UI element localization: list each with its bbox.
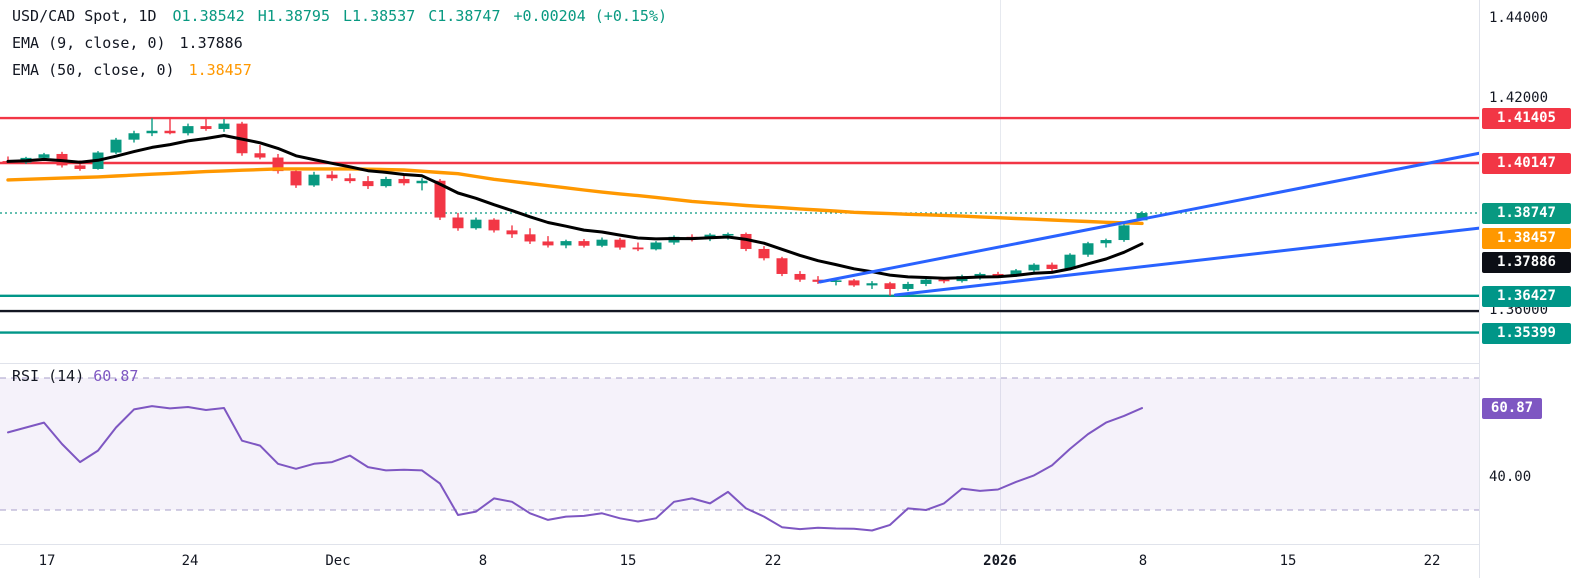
price-tick-142: 1.42000 — [1489, 90, 1549, 106]
legend-high-value: H1.38795 — [257, 7, 330, 25]
time-label: 22 — [764, 553, 782, 569]
rsi-value: 60.87 — [93, 367, 139, 385]
legend-change-value: +0.00204 (+0.15%) — [513, 7, 668, 25]
ema9-value: 1.37886 — [179, 34, 243, 52]
time-label: 8 — [1138, 553, 1148, 569]
symbol-title: USD/CAD Spot, 1D — [12, 7, 157, 25]
rsi-label: RSI (14) — [12, 367, 85, 385]
symbol-legend-row[interactable]: USD/CAD Spot, 1D O1.38542 H1.38795 L1.38537… — [12, 3, 680, 30]
price-axis[interactable]: 1.44000 1.42000 1.36000 1.41405 1.40147 … — [1479, 0, 1574, 578]
time-label: 8 — [478, 553, 488, 569]
time-label: 24 — [181, 553, 199, 569]
ema50-legend-row[interactable]: EMA (50, close, 0) 1.38457 — [12, 57, 680, 84]
support-badge-1: 1.36427 — [1482, 286, 1571, 307]
ema9-label: EMA (9, close, 0) — [12, 34, 166, 52]
resistance-badge-1: 1.41405 — [1482, 108, 1571, 129]
time-label: 17 — [38, 553, 56, 569]
support-badge-2: 1.35399 — [1482, 323, 1571, 344]
legend-open-value: O1.38542 — [172, 7, 245, 25]
ema50-price-badge: 1.38457 — [1482, 228, 1571, 249]
time-label: 15 — [1279, 553, 1297, 569]
chart-legend: USD/CAD Spot, 1D O1.38542 H1.38795 L1.38537… — [12, 3, 680, 84]
legend-low-value: L1.38537 — [343, 7, 416, 25]
ema50-label: EMA (50, close, 0) — [12, 61, 175, 79]
ema9-legend-row[interactable]: EMA (9, close, 0) 1.37886 — [12, 30, 680, 57]
time-label: 22 — [1423, 553, 1441, 569]
time-label: Dec — [325, 553, 351, 569]
time-label-year: 2026 — [983, 553, 1017, 569]
rsi-value-badge: 60.87 — [1482, 398, 1542, 419]
rsi-legend-row[interactable]: RSI (14) 60.87 — [12, 366, 138, 386]
ema50-value: 1.38457 — [188, 61, 252, 79]
last-price-badge: 1.38747 — [1482, 203, 1571, 224]
ema9-price-badge: 1.37886 — [1482, 252, 1571, 273]
time-axis[interactable]: 17 24 Dec 8 15 22 2026 8 15 22 — [0, 544, 1574, 578]
price-tick-144: 1.44000 — [1489, 10, 1549, 26]
legend-close-value: C1.38747 — [428, 7, 501, 25]
resistance-badge-2: 1.40147 — [1482, 153, 1571, 174]
time-label: 15 — [619, 553, 637, 569]
rsi-axis-tick: 40.00 — [1489, 469, 1532, 485]
